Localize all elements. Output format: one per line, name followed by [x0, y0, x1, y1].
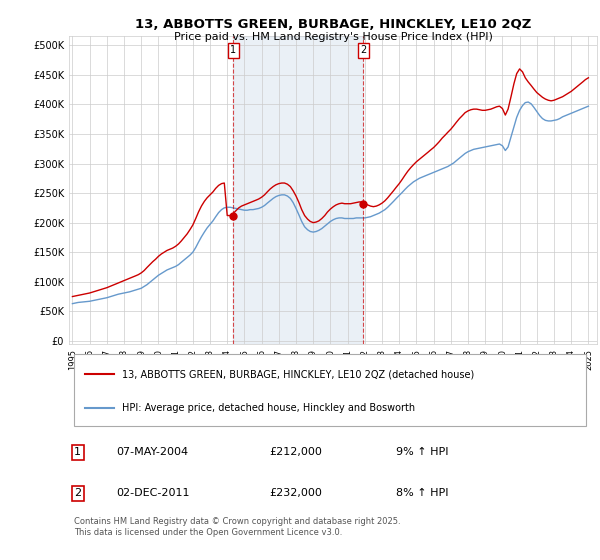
Text: 2: 2 — [74, 488, 82, 498]
Text: 8% ↑ HPI: 8% ↑ HPI — [397, 488, 449, 498]
Text: 9% ↑ HPI: 9% ↑ HPI — [397, 447, 449, 458]
Text: Contains HM Land Registry data © Crown copyright and database right 2025.
This d: Contains HM Land Registry data © Crown c… — [74, 517, 401, 536]
Bar — [233, 36, 364, 344]
Text: 1: 1 — [230, 45, 236, 55]
Text: 2: 2 — [361, 45, 367, 55]
Text: 07-MAY-2004: 07-MAY-2004 — [116, 447, 188, 458]
Text: £232,000: £232,000 — [269, 488, 323, 498]
Text: 13, ABBOTTS GREEN, BURBAGE, HINCKLEY, LE10 2QZ: 13, ABBOTTS GREEN, BURBAGE, HINCKLEY, LE… — [135, 18, 531, 31]
Text: 13, ABBOTTS GREEN, BURBAGE, HINCKLEY, LE10 2QZ (detached house): 13, ABBOTTS GREEN, BURBAGE, HINCKLEY, LE… — [122, 369, 474, 379]
Text: HPI: Average price, detached house, Hinckley and Bosworth: HPI: Average price, detached house, Hinc… — [122, 403, 415, 413]
Text: £212,000: £212,000 — [269, 447, 323, 458]
Text: Price paid vs. HM Land Registry's House Price Index (HPI): Price paid vs. HM Land Registry's House … — [173, 32, 493, 42]
Text: 02-DEC-2011: 02-DEC-2011 — [116, 488, 190, 498]
Text: 1: 1 — [74, 447, 81, 458]
FancyBboxPatch shape — [74, 354, 586, 426]
